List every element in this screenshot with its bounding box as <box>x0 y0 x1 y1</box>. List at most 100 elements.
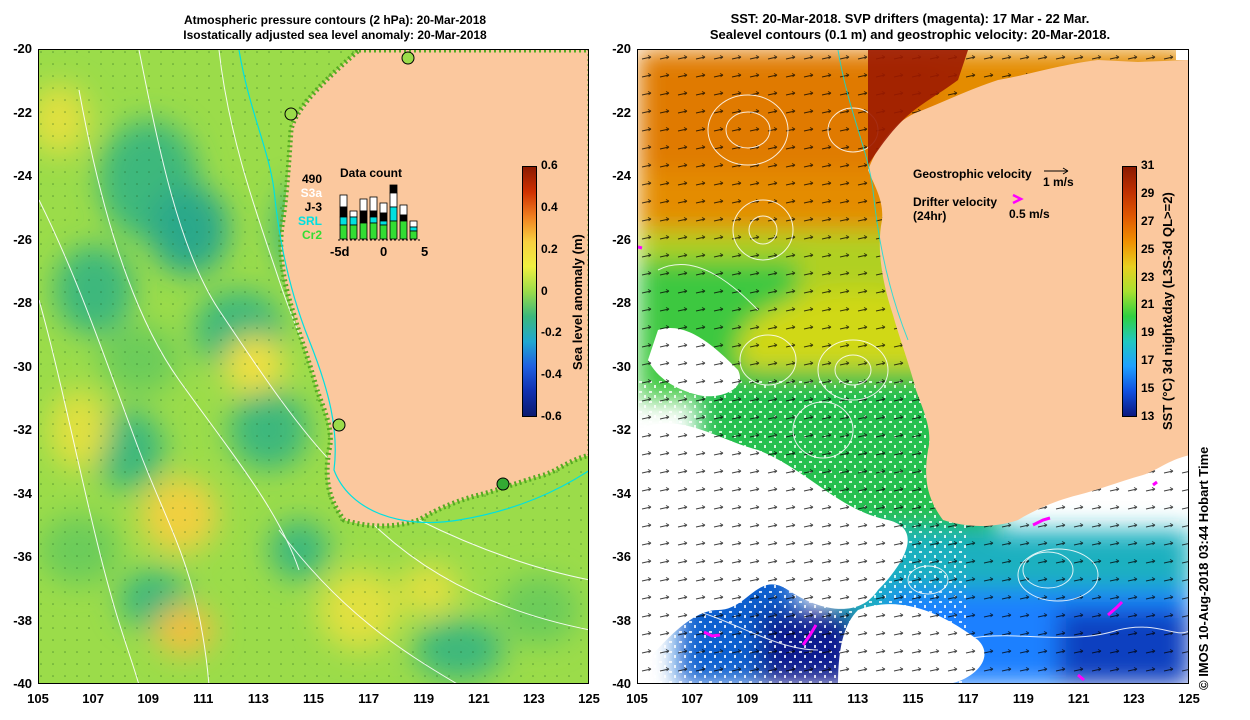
longitude-tick: 113 <box>847 691 869 706</box>
sla-map-graphic <box>39 50 588 683</box>
hot-coastal-water <box>868 50 968 165</box>
mission-label: Cr2 <box>301 228 322 242</box>
drifter-arrow-icon <box>1012 193 1024 205</box>
data-count-total: 490 <box>301 172 322 186</box>
longitude-tick: 113 <box>247 691 269 706</box>
latitude-tick: -40 <box>13 676 32 691</box>
colorbar-tick: 17 <box>1141 353 1155 368</box>
longitude-tick: 115 <box>902 691 924 706</box>
latitude-tick: -22 <box>612 104 631 120</box>
longitude-tick: 117 <box>957 691 979 706</box>
colorbar-tick: 29 <box>1141 185 1155 200</box>
colorbar-tick: -0.6 <box>541 409 562 423</box>
latitude-tick: -36 <box>612 549 631 564</box>
latitude-tick: -28 <box>13 295 32 310</box>
right-title-line2: Sealevel contours (0.1 m) and geostrophi… <box>709 27 1111 42</box>
longitude-tick: 109 <box>736 691 759 706</box>
mission-label: SRL <box>298 214 322 228</box>
geostrophic-scale: 1 m/s <box>1043 175 1074 189</box>
longitude-tick: 121 <box>467 691 490 706</box>
latitude-tick: -40 <box>612 676 631 691</box>
colorbar-tick: 25 <box>1141 241 1155 256</box>
data-count-inset: 490 S3a J-3 SRL Cr2 Data count -5d 0 5 <box>292 165 432 265</box>
longitude-tick: 105 <box>626 691 648 706</box>
drifter-scale: 0.5 m/s <box>1009 207 1050 221</box>
latitude-tick: -34 <box>13 485 32 501</box>
sealevel-contours <box>638 94 1188 651</box>
colorbar-tick: 19 <box>1141 325 1155 340</box>
geostrophic-arrow-icon <box>1044 167 1069 175</box>
left-title-line1: Atmospheric pressure contours (2 hPa): 2… <box>183 13 487 27</box>
latitude-tick: -22 <box>13 104 32 120</box>
data-count-title: Data count <box>340 166 403 180</box>
tide-gauge-marker <box>401 51 415 65</box>
longitude-tick: 111 <box>792 691 813 706</box>
sla-colorbar <box>522 166 537 417</box>
colorbar-tick: 15 <box>1141 381 1155 396</box>
tide-gauge-marker <box>284 107 298 121</box>
sst-map-graphic <box>638 50 1188 683</box>
right-title-line1: SST: 20-Mar-2018. SVP drifters (magenta)… <box>730 11 1090 26</box>
latitude-tick: -20 <box>612 41 631 56</box>
longitude-tick: 123 <box>523 691 545 706</box>
sla-colorbar-label: Sea level anomaly (m) <box>570 234 585 370</box>
latitude-tick: -36 <box>13 549 32 564</box>
colorbar-tick: 0.6 <box>541 158 558 172</box>
latitude-tick: -34 <box>612 485 631 501</box>
sea-level-anomaly-map <box>38 49 589 684</box>
longitude-tick: 117 <box>358 691 380 706</box>
latitude-tick: -24 <box>612 168 631 183</box>
latitude-tick: -26 <box>612 231 631 247</box>
australia-land <box>868 60 1188 526</box>
latitude-tick: -38 <box>612 612 631 628</box>
colorbar-tick: 27 <box>1141 213 1155 228</box>
latitude-tick: -26 <box>13 231 32 247</box>
left-panel-title: Atmospheric pressure contours (2 hPa): 2… <box>120 13 550 43</box>
longitude-tick: 111 <box>193 691 214 706</box>
latitude-tick: -32 <box>13 422 32 437</box>
longitude-tick: 115 <box>303 691 324 706</box>
colorbar-tick: -0.4 <box>541 367 562 382</box>
drifter-velocity-label: Drifter velocity <box>913 195 998 209</box>
latitude-tick: -32 <box>612 422 631 437</box>
bathymetry-line <box>238 50 588 524</box>
geostrophic-velocity-label: Geostrophic velocity <box>913 167 1032 181</box>
latitude-tick: -24 <box>13 168 32 183</box>
drifter-velocity-sub: (24hr) <box>913 209 947 223</box>
longitude-tick: 119 <box>1012 691 1034 706</box>
latitude-tick: -28 <box>612 295 631 310</box>
australia-land <box>278 50 588 529</box>
latitude-tick: -30 <box>612 358 631 374</box>
latitude-tick: -30 <box>13 358 32 374</box>
left-title-line2: Isostatically adjusted sea level anomaly… <box>183 28 487 42</box>
pressure-contours <box>39 50 588 683</box>
data-count-tick: -5d <box>330 244 350 259</box>
longitude-tick: 125 <box>1178 691 1200 706</box>
data-count-bars <box>338 184 420 241</box>
imos-credit: © IMOS 10-Aug-2018 03:44 Hobart Time <box>1196 446 1211 690</box>
longitude-tick: 107 <box>681 691 704 706</box>
longitude-tick: 123 <box>1122 691 1145 706</box>
colorbar-tick: 21 <box>1141 297 1155 312</box>
data-count-tick: 5 <box>421 244 429 259</box>
mission-labels: S3a J-3 SRL Cr2 <box>292 186 322 242</box>
tide-gauge-marker <box>332 418 346 432</box>
longitude-tick: 121 <box>1067 691 1090 706</box>
colorbar-tick: 0 <box>541 283 548 298</box>
mission-label: J-3 <box>304 200 322 214</box>
latitude-tick: -38 <box>13 612 32 628</box>
longitude-tick: 107 <box>82 691 104 706</box>
colorbar-tick: 31 <box>1141 158 1155 172</box>
colorbar-tick: 0.2 <box>541 241 558 256</box>
data-count-tick: 0 <box>380 244 388 259</box>
longitude-tick: 125 <box>578 691 600 706</box>
colorbar-tick: -0.2 <box>541 325 562 340</box>
latitude-tick: -20 <box>13 41 32 56</box>
sst-colorbar-label: SST (°C) 3d night&day (L3S-3d QL>=2) <box>1160 192 1175 430</box>
bathymetry-line <box>837 50 909 341</box>
right-panel-title: SST: 20-Mar-2018. SVP drifters (magenta)… <box>640 11 1180 43</box>
drifter-tracks <box>638 245 1158 682</box>
colorbar-tick: 23 <box>1141 269 1155 284</box>
mission-label: S3a <box>300 186 322 200</box>
sst-colorbar <box>1122 166 1137 417</box>
